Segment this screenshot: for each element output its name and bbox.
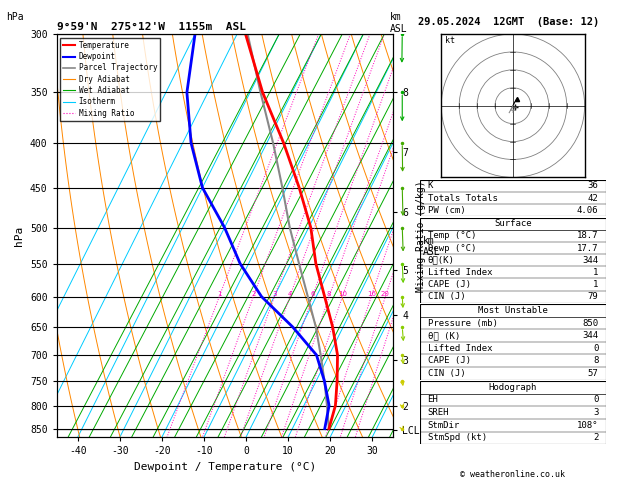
Text: kt: kt: [445, 36, 455, 45]
Text: 79: 79: [587, 292, 598, 301]
Text: 0: 0: [593, 396, 598, 404]
Text: 6: 6: [310, 291, 314, 296]
Text: Temp (°C): Temp (°C): [428, 231, 476, 241]
Text: 344: 344: [582, 256, 598, 265]
Text: 1: 1: [593, 268, 598, 277]
Text: StmDir: StmDir: [428, 421, 460, 430]
Text: 3: 3: [272, 291, 277, 296]
Text: Dewp (°C): Dewp (°C): [428, 243, 476, 253]
Text: Surface: Surface: [494, 219, 532, 228]
Text: 4: 4: [287, 291, 292, 296]
X-axis label: Dewpoint / Temperature (°C): Dewpoint / Temperature (°C): [134, 462, 316, 472]
Text: CAPE (J): CAPE (J): [428, 356, 470, 365]
Text: CAPE (J): CAPE (J): [428, 280, 470, 289]
Text: 29.05.2024  12GMT  (Base: 12): 29.05.2024 12GMT (Base: 12): [418, 17, 599, 27]
Text: Hodograph: Hodograph: [489, 383, 537, 392]
Legend: Temperature, Dewpoint, Parcel Trajectory, Dry Adiabat, Wet Adiabat, Isotherm, Mi: Temperature, Dewpoint, Parcel Trajectory…: [60, 38, 160, 121]
Text: 57: 57: [587, 369, 598, 378]
Text: PW (cm): PW (cm): [428, 206, 465, 215]
Text: 36: 36: [587, 181, 598, 191]
Text: EH: EH: [428, 396, 438, 404]
Text: CIN (J): CIN (J): [428, 292, 465, 301]
Y-axis label: km
ASL: km ASL: [423, 236, 440, 257]
Text: 18.7: 18.7: [577, 231, 598, 241]
Text: SREH: SREH: [428, 408, 449, 417]
Text: 1: 1: [593, 280, 598, 289]
Text: +: +: [511, 105, 516, 111]
Text: 9°59'N  275°12'W  1155m  ASL: 9°59'N 275°12'W 1155m ASL: [57, 22, 245, 32]
Text: hPa: hPa: [6, 12, 24, 22]
Text: 108°: 108°: [577, 421, 598, 430]
Text: θᴄ (K): θᴄ (K): [428, 331, 460, 340]
Text: 2: 2: [593, 434, 598, 442]
Text: 344: 344: [582, 331, 598, 340]
Text: Lifted Index: Lifted Index: [428, 268, 492, 277]
Text: 3: 3: [593, 408, 598, 417]
Text: Most Unstable: Most Unstable: [478, 306, 548, 315]
Text: Pressure (mb): Pressure (mb): [428, 318, 498, 328]
Text: km
ASL: km ASL: [390, 12, 408, 34]
Text: 17.7: 17.7: [577, 243, 598, 253]
Text: 4.06: 4.06: [577, 206, 598, 215]
Text: 0: 0: [593, 344, 598, 353]
Text: K: K: [428, 181, 433, 191]
Text: Lifted Index: Lifted Index: [428, 344, 492, 353]
Text: CIN (J): CIN (J): [428, 369, 465, 378]
Text: 16: 16: [367, 291, 376, 296]
Text: 42: 42: [587, 193, 598, 203]
Text: 8: 8: [327, 291, 331, 296]
Text: 850: 850: [582, 318, 598, 328]
Text: Totals Totals: Totals Totals: [428, 193, 498, 203]
Text: 10: 10: [338, 291, 347, 296]
Text: 8: 8: [593, 356, 598, 365]
Text: StmSpd (kt): StmSpd (kt): [428, 434, 487, 442]
Text: 1: 1: [217, 291, 221, 296]
Y-axis label: hPa: hPa: [14, 226, 25, 246]
Text: θᴄ(K): θᴄ(K): [428, 256, 455, 265]
Text: Mixing Ratio (g/kg): Mixing Ratio (g/kg): [416, 180, 426, 292]
Text: 2: 2: [251, 291, 255, 296]
Text: 20: 20: [381, 291, 390, 296]
Text: +: +: [509, 108, 515, 114]
Text: © weatheronline.co.uk: © weatheronline.co.uk: [460, 469, 565, 479]
